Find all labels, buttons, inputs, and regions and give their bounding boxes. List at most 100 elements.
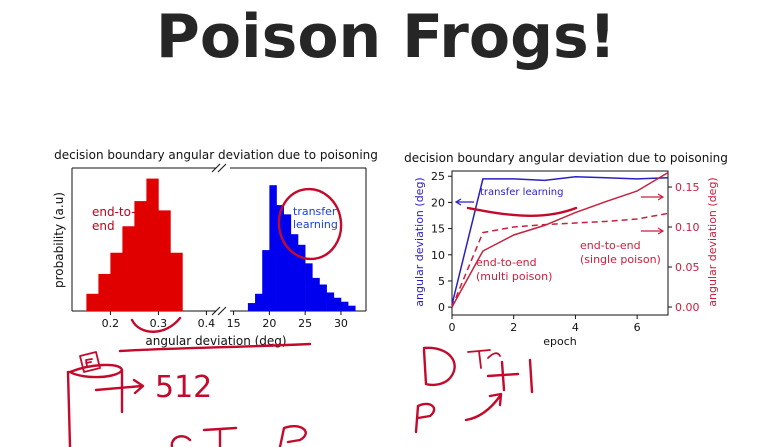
x-ticks: 0 2 4 6	[449, 315, 641, 334]
tick-label: 0.4	[198, 317, 216, 330]
y-axis-label: probability (a.u)	[52, 192, 66, 288]
y-ticks-left: 0 5 10 15 20 25	[431, 170, 452, 314]
y-axis-label-right: angular deviation (deg)	[706, 177, 719, 306]
ink-superscript	[467, 349, 501, 369]
transfer-learning-label: transfer learning	[293, 205, 338, 231]
histogram-bar	[276, 205, 284, 311]
label-line: transfer	[293, 205, 337, 218]
label-line: end-to-end	[476, 256, 537, 269]
histogram-bar	[262, 250, 270, 311]
histogram-bar	[269, 185, 277, 311]
label-line: end-to-end	[580, 239, 641, 252]
histogram-bar	[298, 244, 306, 311]
line-chart: decision boundary angular deviation due …	[404, 151, 728, 348]
tick-label: 10	[431, 249, 445, 262]
histogram-bar	[340, 301, 349, 311]
ink-box	[79, 351, 101, 373]
ink-swoosh-left	[130, 316, 182, 333]
transfer-learning-annotation: transfer learning	[480, 187, 563, 198]
histogram-bar	[319, 284, 327, 311]
end-to-end-label: end-to-end	[92, 205, 136, 233]
chart-title: decision boundary angular deviation due …	[404, 151, 728, 165]
ink-letter-p	[414, 402, 436, 434]
tick-label: 5	[438, 275, 445, 288]
ink-underline	[118, 342, 312, 353]
tick-label: 0.05	[675, 261, 700, 274]
histogram-bar	[283, 214, 292, 311]
legend-arrows	[454, 193, 665, 235]
transfer-learning-bars	[247, 185, 356, 311]
ink-arrow-up	[464, 392, 503, 422]
tick-label: 2	[510, 321, 517, 334]
series-line-3	[451, 171, 669, 308]
single-poison-annotation: end-to-end (single poison)	[580, 239, 661, 266]
histogram-bar	[326, 292, 335, 311]
histogram-bar	[333, 297, 342, 311]
multi-poison-annotation: end-to-end (multi poison)	[476, 256, 552, 283]
ink-scribble-1	[170, 426, 238, 447]
histogram-bar	[170, 252, 183, 311]
series-line-2	[451, 212, 669, 308]
tick-label: 15	[227, 317, 241, 330]
tick-label: 0.3	[150, 317, 168, 330]
tick-label: 0	[449, 321, 456, 334]
label-line: (single poison)	[580, 253, 661, 266]
tick-label: 0.00	[675, 301, 700, 314]
ink-cylinder	[66, 363, 124, 447]
label-line: end-to-	[92, 205, 136, 219]
histogram-bar	[146, 178, 159, 311]
ink-scribble-2	[278, 425, 307, 447]
histogram-bar	[134, 201, 147, 311]
histogram-bar	[247, 303, 256, 311]
ink-plus	[486, 360, 520, 392]
end-to-end-bars	[86, 178, 183, 311]
x-ticks: 0.2 0.3 0.4 15 20 25 30	[102, 311, 348, 330]
ink-circle	[277, 187, 343, 261]
histogram-bar	[312, 277, 320, 311]
ink-arrow-512	[94, 378, 145, 395]
label-line: transfer learning	[480, 187, 563, 198]
tick-label: 0	[438, 301, 445, 314]
y-ticks-right: 0.00 0.05 0.10 0.15	[668, 181, 700, 314]
tick-label: 25	[298, 317, 312, 330]
plot-frame	[451, 170, 669, 316]
tick-label: 0.2	[102, 317, 120, 330]
tick-label: 0.15	[675, 181, 700, 194]
ink-letter-d	[422, 346, 456, 387]
handwritten-annotations: 512	[66, 187, 578, 447]
histogram-bar	[348, 305, 356, 311]
label-line: (multi poison)	[476, 270, 552, 283]
ink-number: 512	[155, 370, 212, 405]
tick-label: 25	[431, 170, 445, 183]
chart-title: decision boundary angular deviation due …	[54, 148, 378, 162]
histogram-chart: decision boundary angular deviation due …	[52, 148, 378, 348]
series-line-1	[451, 176, 669, 305]
histogram-bar	[158, 210, 171, 311]
x-axis-label: angular deviation (deg)	[145, 334, 286, 348]
label-line: end	[92, 219, 115, 233]
histogram-bar	[305, 263, 313, 311]
tick-label: 6	[634, 321, 641, 334]
tick-label: 4	[572, 321, 579, 334]
tick-label: 20	[431, 196, 445, 209]
x-axis-label: epoch	[543, 335, 577, 348]
histogram-bar	[290, 234, 299, 311]
histogram-bar	[122, 226, 135, 311]
tick-label: 0.10	[675, 221, 700, 234]
histogram-bar	[86, 293, 99, 311]
label-line: learning	[293, 218, 338, 231]
histogram-bar	[255, 293, 263, 311]
tick-label: 15	[431, 223, 445, 236]
series-lines	[451, 171, 669, 308]
tick-label: 30	[334, 317, 348, 330]
ink-one	[528, 358, 534, 394]
ink-swoosh-right	[466, 206, 578, 217]
slide-title: Poison Frogs!	[155, 2, 617, 72]
y-axis-label-left: angular deviation (deg)	[413, 177, 426, 306]
histogram-bar	[110, 252, 123, 311]
histogram-bar	[98, 273, 111, 311]
axis-break-marks	[211, 163, 227, 316]
tick-label: 20	[262, 317, 276, 330]
